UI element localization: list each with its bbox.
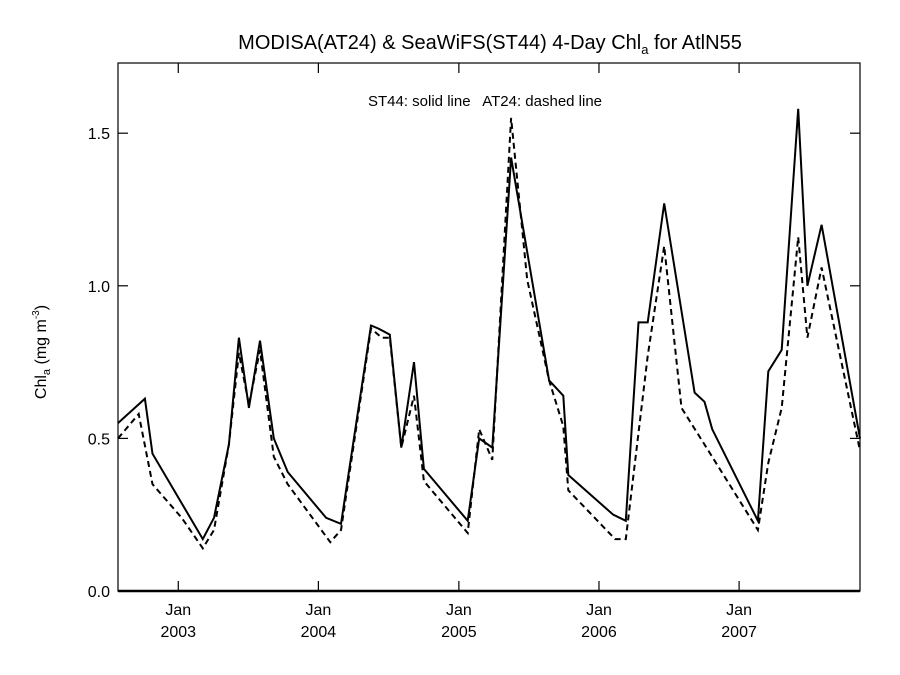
chart-title-prefix: MODISA(AT24) & SeaWiFS(ST44) 4-Day Chl bbox=[238, 32, 641, 54]
y-axis-label-units-superscript: -3 bbox=[31, 310, 42, 319]
series-annotation: ST44: solid line AT24: dashed line bbox=[368, 93, 602, 110]
plot-frame bbox=[117, 62, 861, 592]
chart-title: MODISA(AT24) & SeaWiFS(ST44) 4-Day Chla … bbox=[238, 32, 742, 57]
y-axis-label-base: Chl bbox=[33, 375, 50, 399]
y-tick-label: 1.5 bbox=[88, 126, 110, 143]
x-tick-year-label: 2005 bbox=[441, 624, 477, 641]
x-tick-year-label: 2006 bbox=[581, 624, 617, 641]
x-tick-month-label: Jan bbox=[305, 602, 331, 619]
x-tick-month-label: Jan bbox=[165, 602, 191, 619]
x-tick-month-label: Jan bbox=[726, 602, 752, 619]
x-tick-year-label: 2004 bbox=[301, 624, 337, 641]
x-tick-year-label: 2007 bbox=[721, 624, 757, 641]
x-tick-month-label: Jan bbox=[586, 602, 612, 619]
y-axis-label-close: ) bbox=[33, 305, 50, 310]
x-ticks: Jan 2003 Jan 2004 Jan 2005 Jan 2006 Jan 2007 bbox=[160, 63, 757, 641]
x-tick-year-label: 2003 bbox=[160, 624, 196, 641]
y-tick-label: 1.0 bbox=[88, 279, 110, 296]
chart-title-suffix: for AtlN55 bbox=[648, 32, 741, 54]
y-axis-label: Chla (mg m-3) bbox=[31, 305, 53, 399]
series bbox=[117, 108, 861, 551]
y-tick-label: 0.0 bbox=[88, 584, 110, 601]
x-tick-month-label: Jan bbox=[446, 602, 472, 619]
series-line-at24 bbox=[117, 117, 861, 551]
y-axis-label-subscript: a bbox=[41, 368, 53, 375]
series-line-st44 bbox=[117, 108, 861, 542]
y-tick-label: 0.5 bbox=[88, 431, 110, 448]
chart-title-subscript: a bbox=[641, 42, 649, 57]
y-axis-label-units: (mg m bbox=[33, 319, 50, 369]
y-ticks: 0.0 0.5 1.0 1.5 bbox=[88, 126, 860, 601]
